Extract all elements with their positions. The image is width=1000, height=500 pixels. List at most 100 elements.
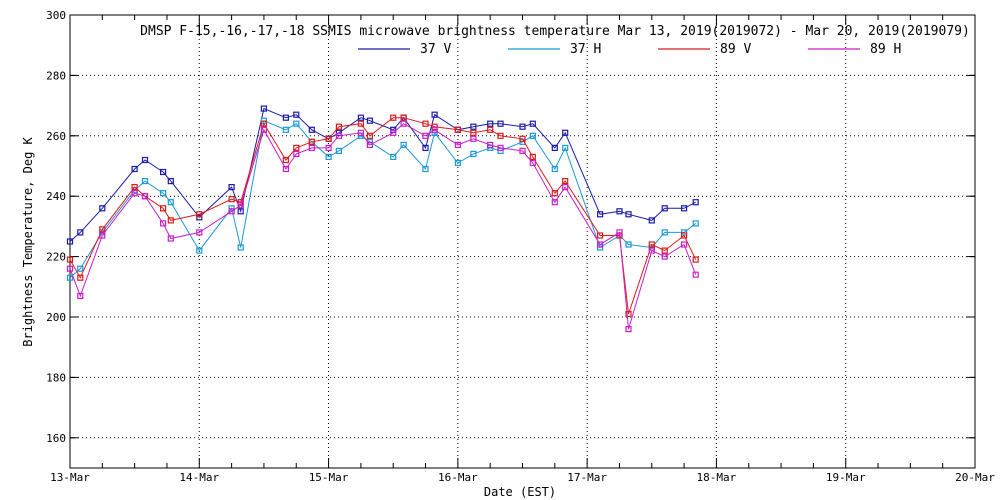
data-point-89-h xyxy=(454,141,461,148)
data-point-89-h xyxy=(661,253,668,260)
data-point-37-h xyxy=(141,178,149,185)
data-point-89-h xyxy=(160,220,167,227)
data-point-37-v xyxy=(529,120,536,127)
data-point-89-h xyxy=(260,126,267,133)
data-point-37-h xyxy=(692,220,699,227)
data-point-89-v xyxy=(77,274,84,281)
data-point-89-v xyxy=(497,132,504,139)
data-point-89-v xyxy=(99,226,106,233)
data-point-37-h xyxy=(237,244,244,251)
data-point-89-v xyxy=(293,144,300,151)
data-point-89-h xyxy=(400,120,407,127)
data-point-37-h xyxy=(160,190,167,197)
data-point-37-v xyxy=(692,199,699,206)
data-point-89-h xyxy=(680,241,688,248)
data-point-37-h xyxy=(529,132,536,139)
y-tick-label: 280 xyxy=(46,69,66,82)
x-tick-label: 19-Mar xyxy=(826,471,866,484)
data-point-37-v xyxy=(66,238,74,245)
data-point-89-v xyxy=(431,123,438,130)
data-point-37-v xyxy=(596,211,604,218)
data-point-37-h xyxy=(293,120,300,127)
x-tick-label: 15-Mar xyxy=(309,471,349,484)
data-point-37-v xyxy=(228,184,235,191)
data-point-89-h xyxy=(497,144,504,151)
data-point-89-v xyxy=(625,310,632,318)
data-point-37-h xyxy=(422,165,429,173)
x-axis-title: Date (EST) xyxy=(484,485,556,499)
data-point-89-v xyxy=(551,190,558,197)
data-point-37-v xyxy=(160,168,167,176)
series-line-89-h xyxy=(69,123,697,330)
data-point-37-h xyxy=(454,159,461,167)
data-point-89-h xyxy=(487,141,494,148)
data-point-89-v xyxy=(596,232,604,239)
x-tick-label: 18-Mar xyxy=(697,471,737,484)
data-point-37-v xyxy=(497,120,504,127)
data-point-89-h xyxy=(422,132,429,139)
data-point-37-h xyxy=(325,153,332,160)
data-point-89-v xyxy=(400,114,407,121)
data-point-37-v xyxy=(237,208,244,215)
legend-label-89-v: 89 V xyxy=(720,42,751,57)
data-point-89-h xyxy=(625,326,632,333)
y-tick-label: 220 xyxy=(46,251,66,264)
data-point-37-h xyxy=(551,165,558,173)
data-point-89-v xyxy=(325,135,332,142)
y-tick-label: 180 xyxy=(46,371,66,384)
y-tick-label: 160 xyxy=(46,432,66,445)
data-point-89-h xyxy=(167,235,174,242)
data-point-37-v xyxy=(648,217,655,224)
data-point-37-h xyxy=(562,144,569,151)
data-point-89-h xyxy=(648,247,655,254)
data-point-89-v xyxy=(692,256,699,263)
data-point-89-v xyxy=(390,114,397,121)
data-point-89-h xyxy=(293,150,300,157)
data-point-89-h xyxy=(616,229,623,236)
data-point-89-v xyxy=(131,184,138,191)
data-point-37-v xyxy=(260,105,267,112)
data-point-37-v xyxy=(308,126,315,133)
data-point-89-h xyxy=(141,193,149,200)
data-point-89-h xyxy=(228,208,235,215)
data-point-89-h xyxy=(431,126,438,133)
data-point-37-v xyxy=(562,129,569,136)
data-point-89-v xyxy=(454,126,461,133)
data-point-89-v xyxy=(487,126,494,133)
data-point-89-h xyxy=(77,292,84,299)
series-89-v xyxy=(66,114,699,318)
data-point-89-h xyxy=(390,129,397,136)
data-point-89-v xyxy=(519,135,526,142)
y-tick-label: 240 xyxy=(46,190,66,203)
y-tick-label: 300 xyxy=(46,9,66,22)
data-point-89-h xyxy=(308,144,315,151)
data-point-89-h xyxy=(335,132,342,139)
data-point-37-v xyxy=(282,114,289,121)
series-layer xyxy=(66,105,699,333)
data-point-89-v xyxy=(529,153,536,160)
chart-title: DMSP F-15,-16,-17,-18 SSMIS microwave br… xyxy=(140,24,970,39)
data-point-89-v xyxy=(661,247,668,254)
data-point-89-v xyxy=(422,120,429,127)
series-line-89-v xyxy=(69,117,697,315)
data-point-37-v xyxy=(551,144,558,151)
data-point-37-v xyxy=(77,229,84,236)
data-point-37-v xyxy=(661,205,668,212)
data-point-37-h xyxy=(661,229,668,236)
data-point-37-v xyxy=(470,123,477,130)
data-point-89-h xyxy=(282,165,289,173)
data-point-89-v xyxy=(470,129,477,136)
data-point-89-h xyxy=(325,144,332,151)
x-tick-label: 20-Mar xyxy=(955,471,995,484)
x-tick-label: 13-Mar xyxy=(50,471,90,484)
data-point-89-v xyxy=(357,120,364,127)
data-point-37-h xyxy=(400,141,407,148)
data-point-37-h xyxy=(196,247,203,254)
data-point-89-h xyxy=(519,147,526,154)
data-point-37-v xyxy=(141,156,149,164)
legend-label-89-h: 89 H xyxy=(870,42,901,57)
data-point-37-v xyxy=(680,205,688,212)
y-tick-label: 260 xyxy=(46,130,66,143)
